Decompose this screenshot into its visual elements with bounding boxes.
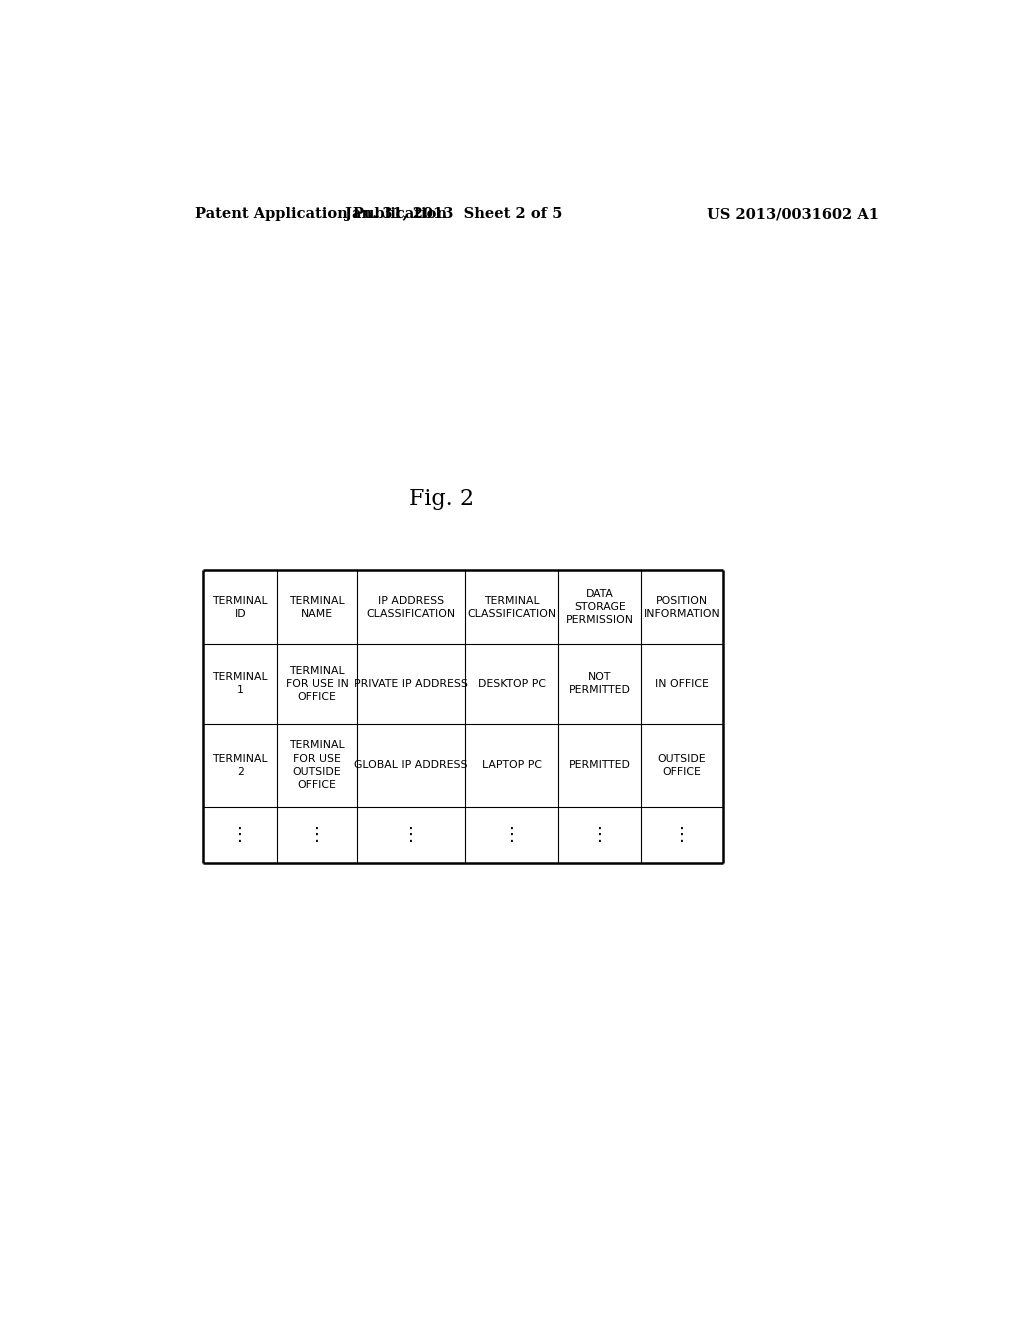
Text: TERMINAL
2: TERMINAL 2 [213,754,268,776]
Text: NOT
PERMITTED: NOT PERMITTED [568,672,631,696]
Text: LAPTOP PC: LAPTOP PC [481,760,542,770]
Text: Patent Application Publication: Patent Application Publication [196,207,447,222]
Text: OUTSIDE
OFFICE: OUTSIDE OFFICE [657,754,707,776]
Text: TERMINAL
FOR USE IN
OFFICE: TERMINAL FOR USE IN OFFICE [286,665,348,702]
Text: TERMINAL
1: TERMINAL 1 [213,672,268,696]
Text: TERMINAL
CLASSIFICATION: TERMINAL CLASSIFICATION [467,595,556,619]
Text: TERMINAL
NAME: TERMINAL NAME [289,595,345,619]
Text: DATA
STORAGE
PERMISSION: DATA STORAGE PERMISSION [565,589,634,626]
Text: PERMITTED: PERMITTED [568,760,631,770]
Text: ⋮: ⋮ [673,826,691,843]
Text: IN OFFICE: IN OFFICE [655,678,709,689]
Text: TERMINAL
FOR USE
OUTSIDE
OFFICE: TERMINAL FOR USE OUTSIDE OFFICE [289,741,345,789]
Text: POSITION
INFORMATION: POSITION INFORMATION [644,595,721,619]
Text: PRIVATE IP ADDRESS: PRIVATE IP ADDRESS [354,678,468,689]
Text: TERMINAL
ID: TERMINAL ID [213,595,268,619]
Text: ⋮: ⋮ [503,826,520,843]
Text: Fig. 2: Fig. 2 [409,488,474,510]
Text: ⋮: ⋮ [308,826,326,843]
Text: GLOBAL IP ADDRESS: GLOBAL IP ADDRESS [354,760,468,770]
Text: ⋮: ⋮ [401,826,420,843]
Text: US 2013/0031602 A1: US 2013/0031602 A1 [708,207,880,222]
Text: ⋮: ⋮ [231,826,249,843]
Text: ⋮: ⋮ [591,826,608,843]
Text: Jan. 31, 2013  Sheet 2 of 5: Jan. 31, 2013 Sheet 2 of 5 [345,207,562,222]
Text: IP ADDRESS
CLASSIFICATION: IP ADDRESS CLASSIFICATION [367,595,456,619]
Text: DESKTOP PC: DESKTOP PC [477,678,546,689]
